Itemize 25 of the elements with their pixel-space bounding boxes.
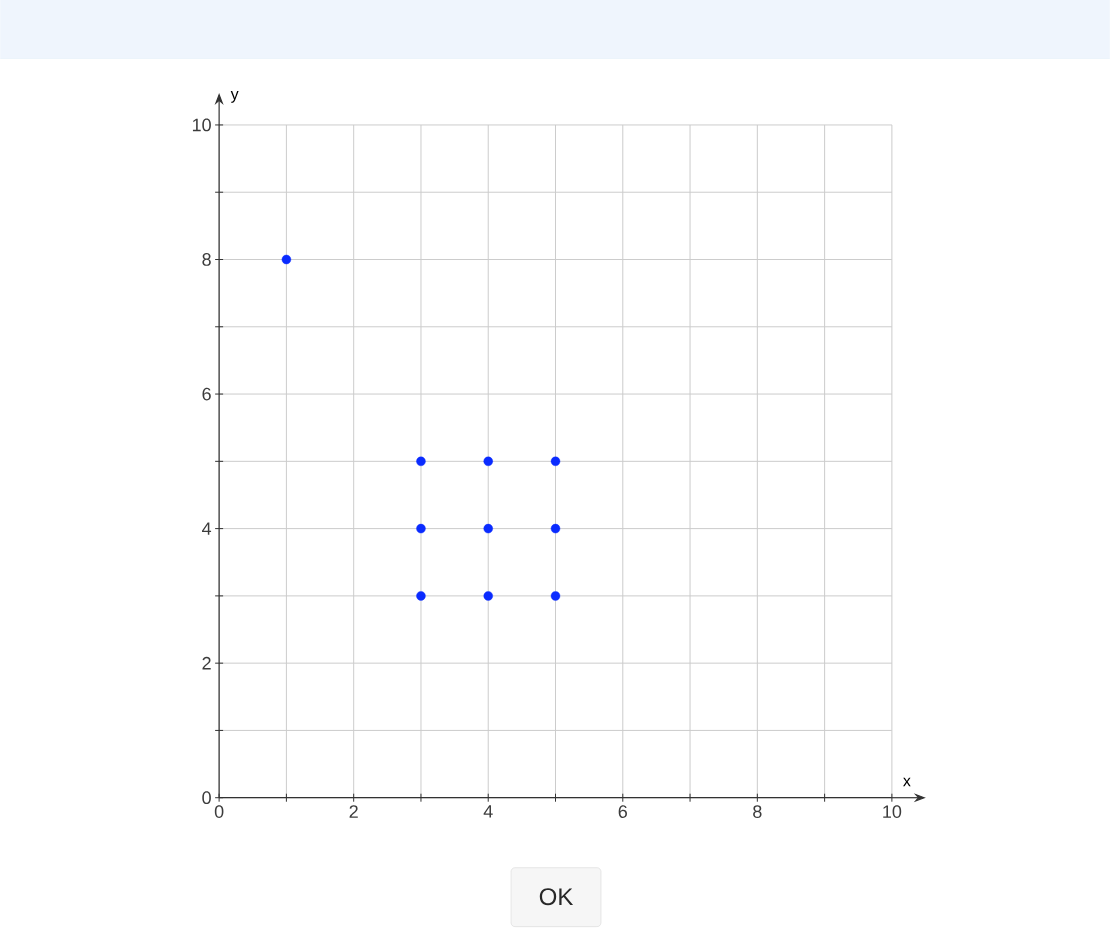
point: [281, 254, 292, 265]
point: [483, 524, 493, 534]
y-tick-label: 8: [202, 253, 211, 267]
y-tick-label: 4: [202, 522, 212, 535]
x-axis-title: x: [903, 777, 911, 787]
point: [483, 456, 493, 467]
y-axis-title: y: [230, 91, 239, 104]
point: [416, 524, 426, 534]
text: OK: [539, 888, 574, 906]
point: [483, 591, 493, 601]
x-tick-label: 0: [214, 805, 224, 819]
x-tick-label: 4: [483, 805, 493, 818]
x-tick-label: 10: [883, 805, 902, 819]
point: [550, 591, 561, 601]
x-tick-label: 2: [349, 805, 358, 818]
point: [416, 456, 426, 467]
y-tick-label: 6: [202, 387, 211, 401]
point: [416, 591, 426, 601]
point: [550, 524, 561, 534]
x-tick-label: 6: [618, 805, 627, 819]
point: [550, 456, 561, 467]
y-tick-label: 0: [202, 791, 211, 805]
y-tick-label: 10: [192, 118, 211, 132]
y-tick-label: 2: [202, 657, 211, 670]
x-tick-label: 8: [753, 805, 762, 819]
